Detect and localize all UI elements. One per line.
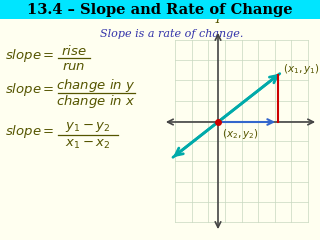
Text: $rise$: $rise$ bbox=[61, 44, 87, 58]
Text: $slope=$: $slope=$ bbox=[5, 47, 54, 64]
Text: $slope=$: $slope=$ bbox=[5, 82, 54, 98]
Text: $(x_2, y_2)$: $(x_2, y_2)$ bbox=[222, 127, 259, 141]
Text: Y: Y bbox=[214, 13, 222, 26]
Text: $y_1-y_2$: $y_1-y_2$ bbox=[65, 120, 111, 134]
Text: $(x_1, y_1)$: $(x_1, y_1)$ bbox=[283, 62, 320, 76]
Text: 13.4 – Slope and Rate of Change: 13.4 – Slope and Rate of Change bbox=[27, 3, 293, 17]
Text: $change\ in\ y$: $change\ in\ y$ bbox=[56, 77, 136, 94]
Text: $change\ in\ x$: $change\ in\ x$ bbox=[56, 94, 136, 110]
Text: Slope is a rate of change.: Slope is a rate of change. bbox=[100, 29, 244, 39]
FancyBboxPatch shape bbox=[0, 0, 320, 19]
Text: $run$: $run$ bbox=[62, 60, 86, 72]
Text: $x_1-x_2$: $x_1-x_2$ bbox=[65, 138, 111, 150]
Text: $slope=$: $slope=$ bbox=[5, 124, 54, 140]
